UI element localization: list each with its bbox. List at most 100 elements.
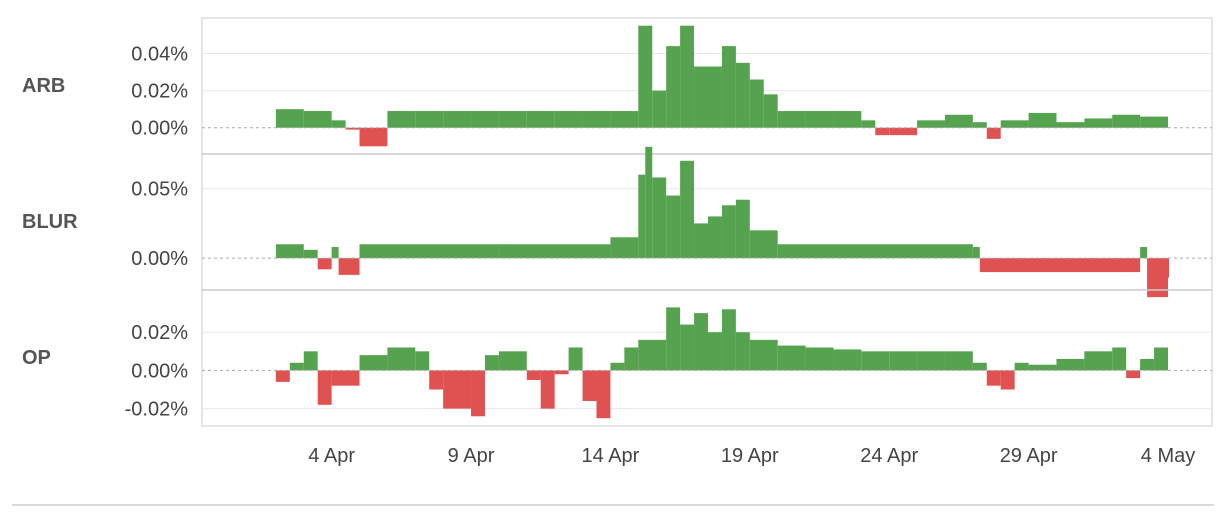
bar [331, 370, 360, 386]
bar [1000, 120, 1029, 128]
bar [749, 339, 778, 371]
x-tick-label: 9 Apr [448, 445, 495, 467]
bar [652, 177, 667, 259]
y-tick-label: 0.00% [131, 118, 188, 140]
panel-label: ARB [22, 75, 65, 97]
bar [1028, 112, 1057, 128]
bar [638, 339, 667, 371]
bar [972, 247, 980, 259]
bar [303, 111, 332, 128]
bar [582, 111, 611, 128]
y-tick-label: -0.02% [125, 399, 189, 421]
bar [345, 127, 360, 130]
bar [303, 249, 318, 259]
x-tick-label: 29 Apr [1000, 445, 1058, 467]
bar [526, 111, 555, 128]
y-tick-label: 0.02% [131, 322, 188, 344]
bar [1140, 116, 1168, 128]
bar [833, 349, 862, 371]
bar [694, 313, 708, 371]
bar [638, 25, 653, 128]
bar [972, 362, 987, 371]
bar [1014, 362, 1029, 371]
bar [986, 127, 1001, 139]
bar [498, 111, 527, 128]
bar [805, 111, 834, 128]
bar [359, 244, 499, 259]
panel-label: OP [22, 347, 51, 369]
bar [680, 324, 695, 371]
bar [1084, 118, 1113, 128]
x-tick-label: 19 Apr [721, 445, 779, 467]
bar [749, 79, 764, 128]
bar [359, 355, 388, 371]
bar [1112, 347, 1127, 371]
bar [1000, 370, 1015, 390]
bar [338, 258, 360, 275]
bar [1028, 364, 1057, 371]
y-tick-label: 0.00% [131, 248, 188, 270]
bar [484, 355, 499, 371]
y-tick-label: 0.04% [131, 44, 188, 66]
bar [387, 347, 416, 371]
x-tick-label: 4 Apr [308, 445, 355, 467]
bar [944, 114, 973, 128]
panel-blur: 0.00% 0.05% BLUR [22, 146, 1212, 298]
y-tick-label: 0.02% [131, 81, 188, 103]
bar [749, 230, 778, 259]
bar [721, 309, 736, 371]
bar [1140, 358, 1155, 371]
bar [680, 25, 695, 128]
bar [861, 120, 876, 128]
x-tick-label: 24 Apr [860, 445, 918, 467]
bar [777, 345, 806, 371]
bar [666, 307, 681, 371]
bar [610, 111, 639, 128]
bar [833, 111, 862, 128]
bar [275, 109, 304, 128]
bar [415, 351, 430, 371]
bar [777, 111, 806, 128]
bar [471, 111, 499, 128]
bar [415, 111, 444, 128]
footer-divider [12, 504, 1214, 506]
bar [638, 174, 646, 259]
bar [624, 347, 639, 371]
bar [972, 122, 987, 128]
bar [721, 205, 736, 259]
panel-op: -0.02% 0.00% 0.02% OP [22, 289, 1212, 421]
bar [694, 223, 708, 259]
bar [359, 127, 388, 147]
panel-arb: 0.00% 0.02% 0.04% ARB [22, 25, 1212, 147]
bar [443, 370, 472, 409]
bar [777, 244, 973, 259]
bar [526, 370, 541, 380]
bar [331, 247, 339, 259]
bar [1154, 347, 1168, 371]
bar [1056, 122, 1085, 128]
bar [645, 146, 653, 259]
plot-frame [201, 17, 1213, 427]
bar [429, 370, 444, 390]
bar [944, 351, 973, 371]
bar [805, 347, 834, 371]
bar [1084, 351, 1113, 371]
bar [289, 362, 304, 371]
bar [303, 351, 318, 371]
bar [1056, 358, 1085, 371]
bar [275, 244, 304, 259]
x-tick-label: 14 Apr [582, 445, 640, 467]
bar [331, 120, 346, 128]
bar [317, 370, 332, 405]
bar [694, 66, 722, 128]
x-tick-label: 4 May [1141, 445, 1195, 467]
bar [1112, 114, 1141, 128]
bar [610, 237, 639, 259]
bar [763, 94, 778, 128]
bar [680, 160, 695, 259]
bar [554, 111, 583, 128]
bar [540, 370, 555, 409]
bar [875, 127, 890, 136]
bar [1126, 370, 1141, 379]
